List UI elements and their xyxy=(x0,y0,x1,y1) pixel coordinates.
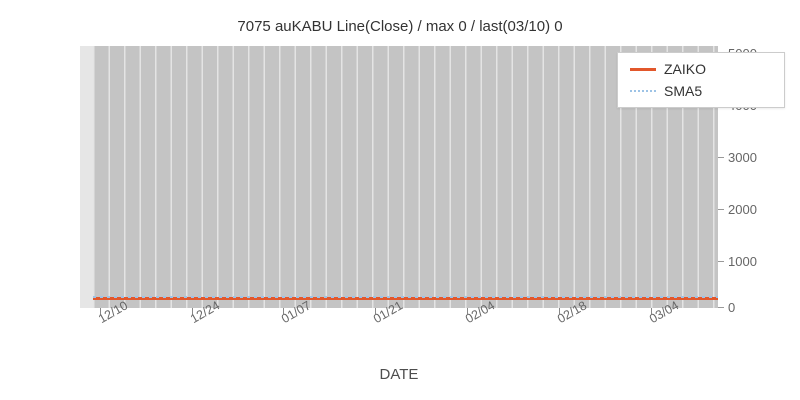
y-tick-dash xyxy=(718,209,724,210)
legend-label-zaiko: ZAIKO xyxy=(664,61,706,77)
y-tick-label-1: 1000 xyxy=(728,254,757,269)
zaiko-legend-swatch xyxy=(630,68,656,71)
y-tick-row-1000: 1000 xyxy=(718,254,757,269)
y-tick-label-0: 0 xyxy=(728,300,735,315)
legend-item-zaiko[interactable]: ZAIKO xyxy=(630,61,772,77)
x-axis-title: DATE xyxy=(80,366,718,383)
y-tick-row-2000: 2000 xyxy=(718,202,757,217)
sma5-legend-swatch xyxy=(630,90,656,92)
y-tick-dash xyxy=(718,307,724,308)
chart-title: 7075 auKABU Line(Close) / max 0 / last(0… xyxy=(0,18,800,35)
y-tick-dash xyxy=(718,261,724,262)
y-tick-dash xyxy=(718,157,724,158)
y-tick-row-3000: 3000 xyxy=(718,150,757,165)
sma5-series-line xyxy=(93,296,718,298)
y-tick-label-3: 3000 xyxy=(728,150,757,165)
y-tick-label-2: 2000 xyxy=(728,202,757,217)
chart-container: 7075 auKABU Line(Close) / max 0 / last(0… xyxy=(0,0,800,400)
legend-item-sma5[interactable]: SMA5 xyxy=(630,83,772,99)
y-tick-row-0: 0 xyxy=(718,300,735,315)
x-axis-ticks: 12/10 12/24 01/07 01/21 02/04 02/18 03/0… xyxy=(80,308,718,322)
legend-label-sma5: SMA5 xyxy=(664,83,702,99)
chart-legend[interactable]: ZAIKO SMA5 xyxy=(617,52,785,108)
